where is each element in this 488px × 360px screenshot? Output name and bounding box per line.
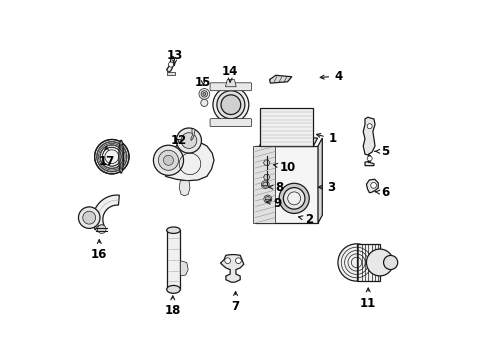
Circle shape (366, 156, 371, 161)
Polygon shape (317, 138, 322, 223)
Circle shape (366, 249, 392, 276)
Ellipse shape (119, 140, 123, 173)
Polygon shape (366, 179, 378, 193)
Polygon shape (263, 160, 269, 166)
Circle shape (221, 95, 240, 114)
Text: 10: 10 (273, 161, 295, 174)
Polygon shape (93, 195, 119, 230)
Polygon shape (165, 140, 214, 181)
Circle shape (337, 244, 374, 281)
Text: 2: 2 (298, 213, 313, 226)
Bar (356, 244, 379, 281)
Text: 17: 17 (98, 147, 114, 168)
Text: 18: 18 (164, 296, 181, 317)
Polygon shape (253, 146, 274, 223)
Circle shape (264, 195, 271, 203)
Circle shape (181, 133, 196, 148)
Polygon shape (263, 174, 269, 180)
Circle shape (217, 91, 244, 119)
Circle shape (212, 87, 248, 123)
Circle shape (261, 181, 269, 189)
Text: 15: 15 (195, 76, 211, 89)
Circle shape (287, 192, 300, 205)
Polygon shape (259, 108, 313, 146)
Text: 16: 16 (91, 240, 107, 261)
Circle shape (158, 150, 178, 170)
Circle shape (279, 183, 308, 213)
Polygon shape (220, 255, 244, 282)
Circle shape (199, 89, 209, 99)
Ellipse shape (95, 225, 103, 230)
Text: 7: 7 (231, 292, 239, 313)
Circle shape (78, 207, 100, 228)
Circle shape (82, 211, 96, 224)
Circle shape (224, 258, 230, 264)
Circle shape (168, 62, 173, 67)
Circle shape (201, 91, 207, 97)
Polygon shape (269, 75, 291, 83)
Polygon shape (225, 80, 236, 87)
FancyBboxPatch shape (210, 119, 251, 127)
Circle shape (383, 255, 397, 270)
Circle shape (370, 183, 376, 188)
Bar (166, 230, 180, 289)
Text: 14: 14 (222, 65, 238, 82)
Circle shape (366, 124, 371, 129)
Circle shape (201, 99, 207, 107)
Polygon shape (179, 181, 190, 196)
Circle shape (235, 258, 241, 264)
Circle shape (262, 182, 267, 187)
Polygon shape (166, 72, 175, 75)
Ellipse shape (166, 227, 180, 233)
Text: 12: 12 (171, 134, 187, 147)
FancyBboxPatch shape (210, 83, 251, 91)
Text: 6: 6 (374, 186, 388, 199)
Text: 11: 11 (359, 288, 376, 310)
Circle shape (97, 225, 106, 233)
Polygon shape (255, 146, 317, 223)
Circle shape (163, 155, 173, 165)
Polygon shape (259, 138, 317, 146)
Text: 9: 9 (266, 197, 281, 210)
Ellipse shape (120, 144, 122, 170)
Circle shape (153, 145, 183, 175)
Circle shape (283, 188, 305, 209)
Text: 4: 4 (320, 69, 342, 82)
Polygon shape (166, 56, 174, 72)
Text: 5: 5 (374, 145, 388, 158)
Polygon shape (180, 261, 188, 276)
Polygon shape (190, 129, 195, 140)
Text: 13: 13 (166, 49, 183, 65)
Text: 1: 1 (316, 132, 336, 145)
Text: 8: 8 (268, 181, 283, 194)
Circle shape (176, 128, 201, 153)
Ellipse shape (166, 285, 180, 293)
Text: 3: 3 (318, 181, 334, 194)
Polygon shape (363, 117, 374, 166)
Circle shape (203, 93, 205, 95)
Circle shape (94, 139, 129, 174)
Circle shape (265, 197, 270, 202)
